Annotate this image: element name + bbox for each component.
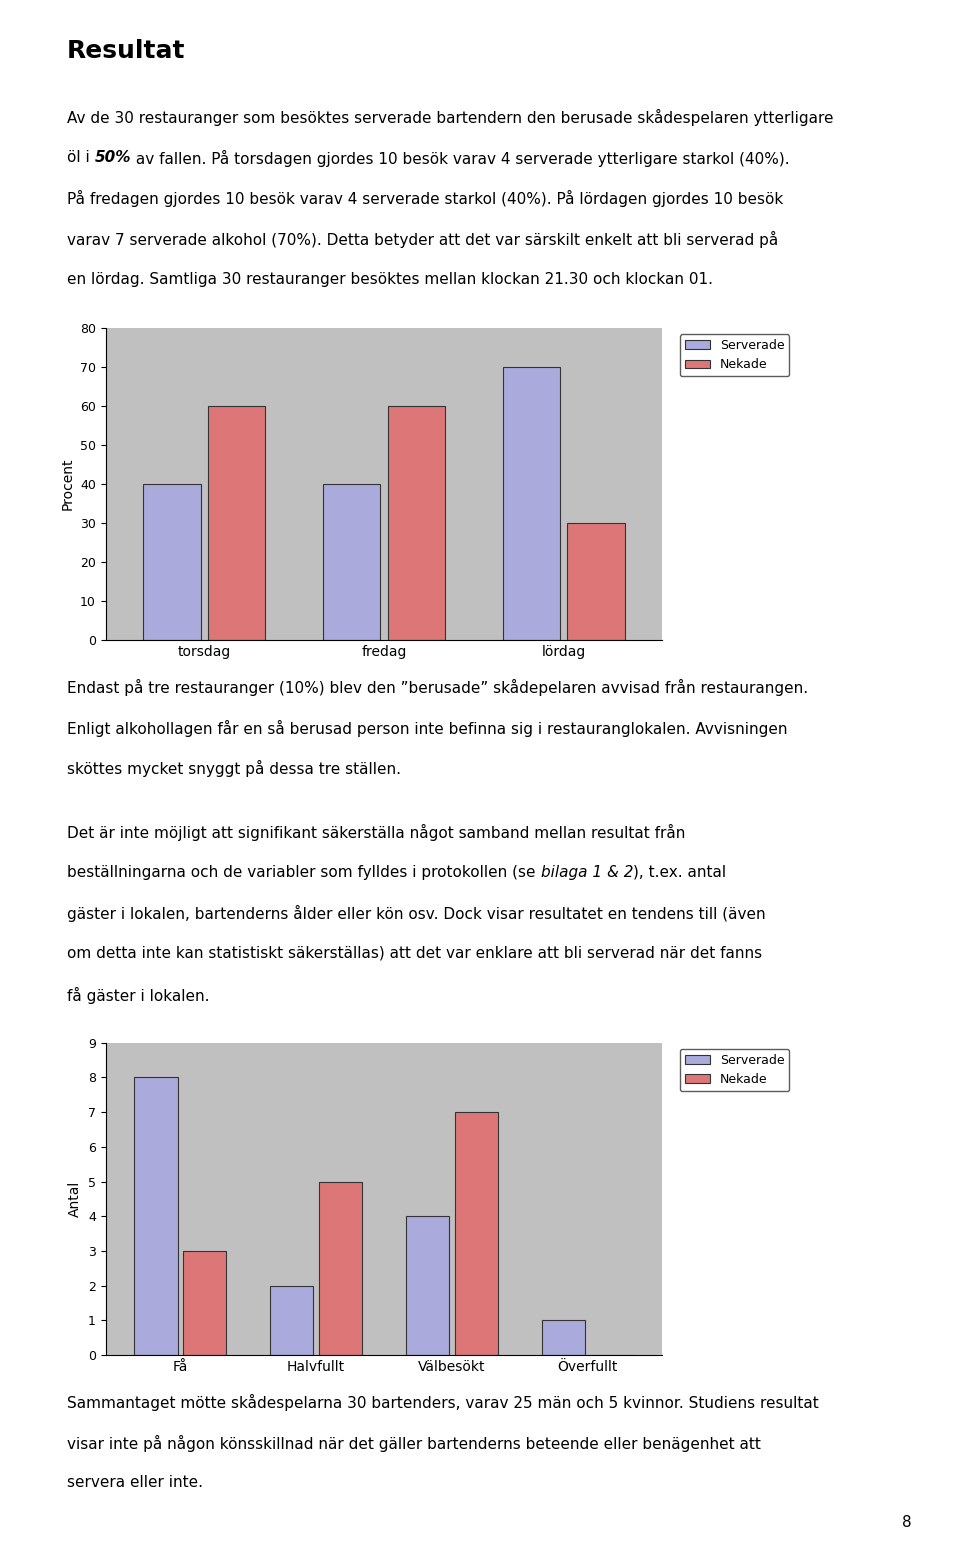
Bar	[319, 1182, 362, 1355]
Y-axis label: Procent: Procent	[60, 457, 74, 510]
Text: Det är inte möjligt att signifikant säkerställa något samband mellan resultat fr: Det är inte möjligt att signifikant säke…	[67, 824, 685, 841]
Bar	[323, 484, 380, 640]
Bar	[208, 406, 266, 640]
Text: På fredagen gjordes 10 besök varav 4 serverade starkol (40%). På lördagen gjorde: På fredagen gjordes 10 besök varav 4 ser…	[67, 190, 783, 208]
Text: varav 7 serverade alkohol (70%). Detta betyder att det var särskilt enkelt att b: varav 7 serverade alkohol (70%). Detta b…	[67, 231, 779, 248]
Text: av fallen. På torsdagen gjordes 10 besök varav 4 serverade ytterligare starkol (: av fallen. På torsdagen gjordes 10 besök…	[132, 150, 790, 167]
Text: om detta inte kan statistiskt säkerställas) att det var enklare att bli serverad: om detta inte kan statistiskt säkerställ…	[67, 946, 762, 962]
Text: Endast på tre restauranger (10%) blev den ”berusade” skådepelaren avvisad från r: Endast på tre restauranger (10%) blev de…	[67, 679, 808, 696]
Text: gäster i lokalen, bartenderns ålder eller kön osv. Dock visar resultatet en tend: gäster i lokalen, bartenderns ålder elle…	[67, 905, 766, 923]
Text: sköttes mycket snyggt på dessa tre ställen.: sköttes mycket snyggt på dessa tre ställ…	[67, 760, 401, 777]
Text: Enligt alkohollagen får en så berusad person inte befinna sig i restauranglokale: Enligt alkohollagen får en så berusad pe…	[67, 720, 788, 737]
Legend: Serverade, Nekade: Serverade, Nekade	[680, 334, 789, 376]
Bar	[134, 1077, 178, 1355]
Bar	[388, 406, 445, 640]
Text: Sammantaget mötte skådespelarna 30 bartenders, varav 25 män och 5 kvinnor. Studi: Sammantaget mötte skådespelarna 30 barte…	[67, 1394, 819, 1411]
Text: en lördag. Samtliga 30 restauranger besöktes mellan klockan 21.30 och klockan 01: en lördag. Samtliga 30 restauranger besö…	[67, 272, 713, 287]
Text: ), t.ex. antal: ), t.ex. antal	[633, 865, 726, 880]
Text: 50%: 50%	[95, 150, 132, 165]
Bar	[541, 1321, 585, 1355]
Y-axis label: Antal: Antal	[68, 1180, 83, 1218]
Text: bilaga 1 & 2: bilaga 1 & 2	[540, 865, 633, 880]
Text: servera eller inte.: servera eller inte.	[67, 1475, 204, 1491]
Bar	[455, 1111, 498, 1355]
Text: visar inte på någon könsskillnad när det gäller bartenderns beteende eller benäg: visar inte på någon könsskillnad när det…	[67, 1435, 761, 1452]
Bar	[270, 1286, 313, 1355]
Text: beställningarna och de variabler som fylldes i protokollen (se: beställningarna och de variabler som fyl…	[67, 865, 540, 880]
Bar	[406, 1216, 449, 1355]
Bar	[143, 484, 201, 640]
Bar	[183, 1250, 227, 1355]
Text: få gäster i lokalen.: få gäster i lokalen.	[67, 987, 209, 1004]
Bar	[567, 523, 625, 640]
Text: Resultat: Resultat	[67, 39, 185, 62]
Text: 8: 8	[902, 1514, 912, 1530]
Bar	[502, 367, 560, 640]
Text: Av de 30 restauranger som besöktes serverade bartendern den berusade skådespelar: Av de 30 restauranger som besöktes serve…	[67, 109, 833, 126]
Text: öl i: öl i	[67, 150, 95, 165]
Legend: Serverade, Nekade: Serverade, Nekade	[680, 1049, 789, 1091]
